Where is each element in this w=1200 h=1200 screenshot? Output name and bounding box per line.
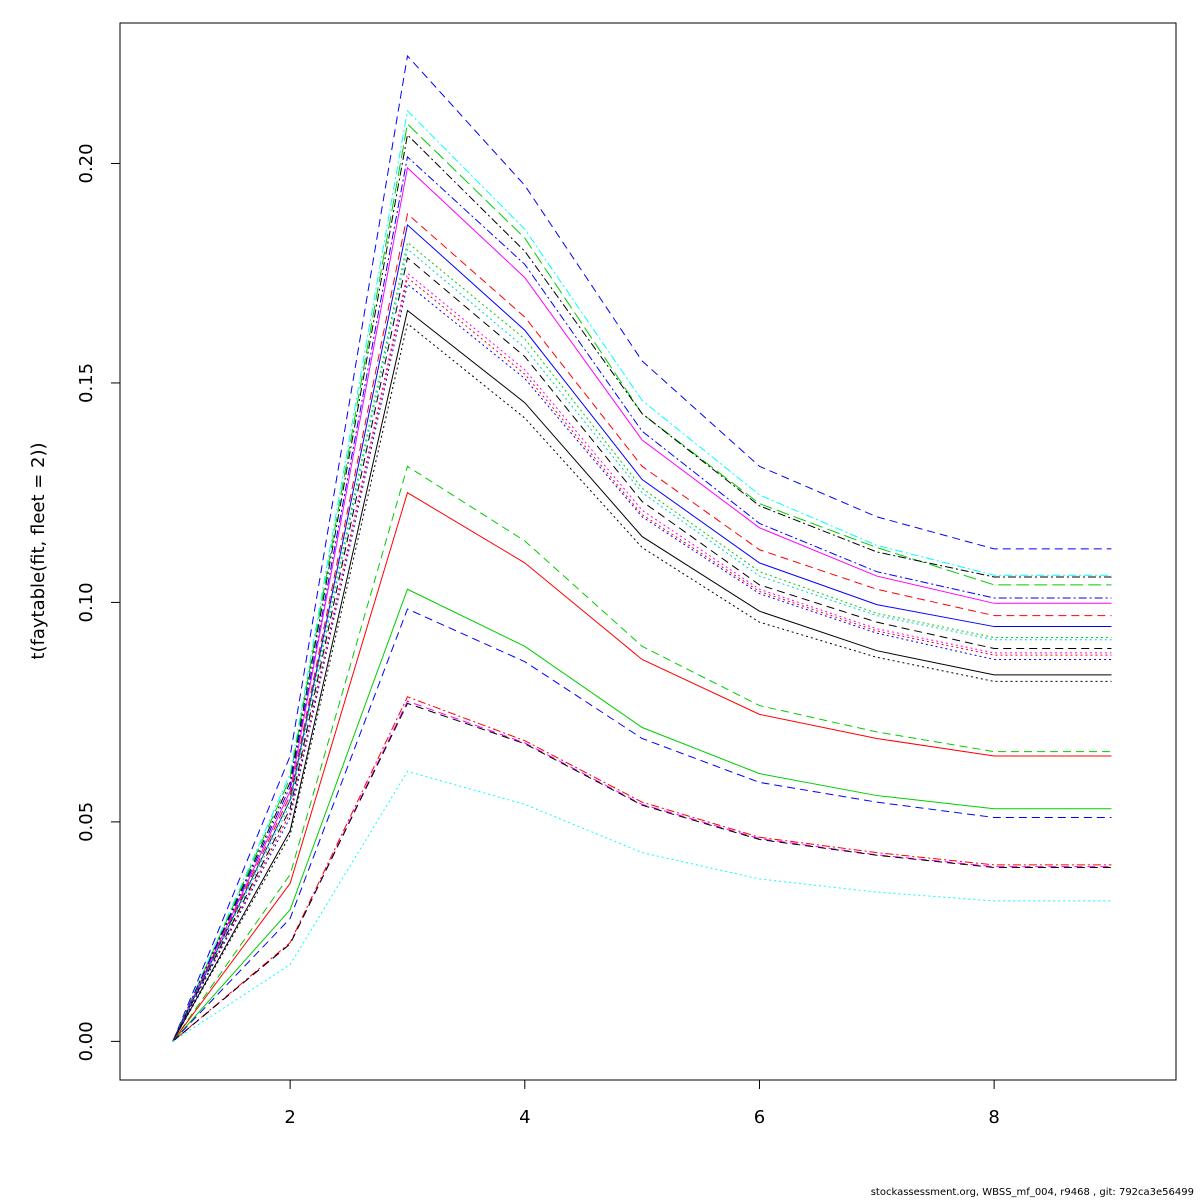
y-tick-label: 0.05	[76, 802, 97, 842]
series-line-17	[172, 465, 1112, 1042]
y-axis-title: t(faytable(fit, fleet = 2))	[28, 442, 49, 659]
y-tick-label: 0.00	[76, 1021, 97, 1061]
series-line-23	[172, 702, 1112, 1042]
series-line-20	[172, 608, 1112, 1042]
series-line-6	[172, 166, 1112, 1042]
y-tick-label: 0.15	[76, 363, 97, 403]
y-tick-label: 0.10	[76, 582, 97, 622]
y-axis: 0.00 0.05 0.10 0.15 0.20	[76, 143, 120, 1061]
series-line-10	[172, 248, 1112, 1042]
x-tick-label: 2	[284, 1107, 295, 1128]
series-line-7	[172, 212, 1112, 1042]
series-line-3	[172, 122, 1112, 1042]
series-line-24	[172, 770, 1112, 1042]
series-line-11	[172, 256, 1112, 1042]
y-tick-label: 0.20	[76, 143, 97, 183]
x-axis: 2 4 6 8	[284, 1080, 1000, 1128]
x-tick-label: 8	[988, 1107, 999, 1128]
series-layer	[172, 54, 1112, 1042]
series-line-18	[172, 491, 1112, 1042]
series-line-14	[172, 283, 1112, 1042]
x-tick-label: 4	[519, 1107, 530, 1128]
series-line-5	[172, 155, 1112, 1042]
series-line-22	[172, 700, 1112, 1042]
series-line-2	[172, 109, 1112, 1042]
series-line-1	[172, 54, 1112, 1042]
series-line-21	[172, 696, 1112, 1042]
footer-watermark: stockassessment.org, WBSS_mf_004, r9468 …	[870, 1187, 1194, 1198]
series-line-8	[172, 223, 1112, 1042]
series-line-15	[172, 309, 1112, 1042]
series-line-4	[172, 133, 1112, 1042]
x-tick-label: 6	[754, 1107, 765, 1128]
series-line-19	[172, 588, 1112, 1042]
plot-frame	[119, 22, 1177, 1081]
